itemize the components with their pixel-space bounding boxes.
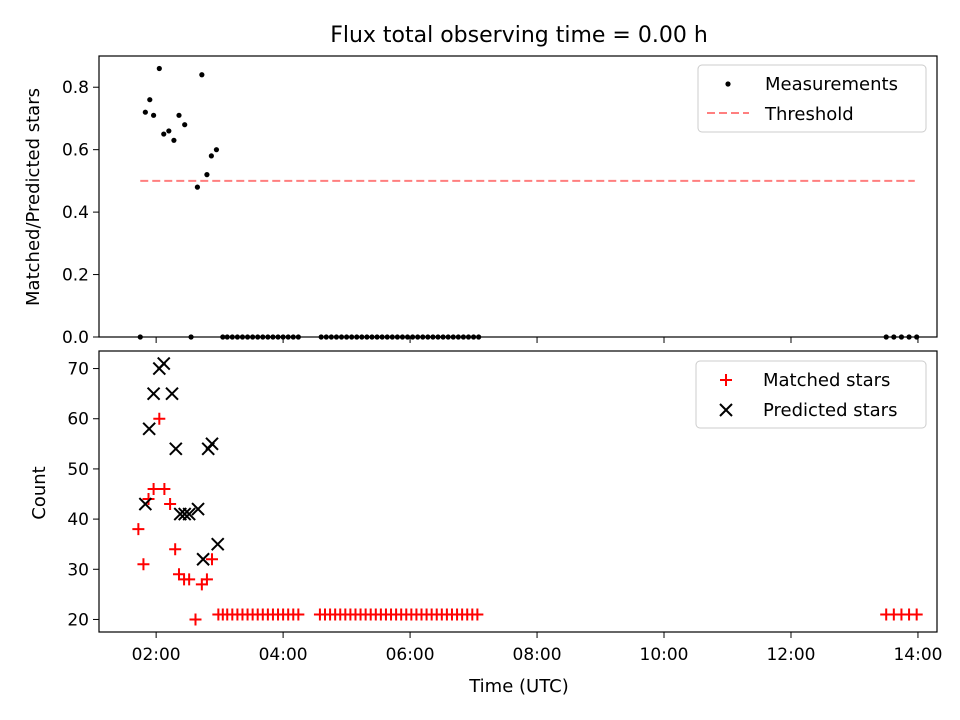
measurement-point (194, 184, 201, 190)
measurement-point (213, 147, 220, 153)
matched-star-point (292, 608, 305, 621)
predicted-star-point (157, 356, 171, 371)
predicted-star-point (191, 502, 205, 516)
matched-star-point (164, 498, 177, 511)
predicted-star-point (205, 437, 219, 451)
legend-matched-marker (720, 374, 732, 386)
matched-star-point (147, 482, 160, 495)
predicted-star-point (138, 497, 153, 511)
matched-star-point (158, 482, 171, 495)
legend-threshold-label: Threshold (764, 104, 854, 125)
matched-star-point (169, 543, 182, 556)
bottom-legend: Matched stars Predicted stars (695, 360, 927, 429)
matched-star-point (172, 568, 185, 581)
legend-predicted-label: Predicted stars (763, 400, 897, 421)
predicted-star-point (142, 422, 156, 436)
measurement-point (156, 65, 162, 72)
matched-star-point (153, 412, 166, 425)
legend-measurements-marker (725, 81, 731, 87)
bottom-legend-box (695, 360, 927, 429)
measurement-point (199, 72, 205, 78)
predicted-star-point (146, 386, 161, 401)
measurement-point (161, 131, 167, 137)
top-y-tick-label: 0.2 (62, 266, 89, 286)
top-axes-frame (98, 55, 938, 338)
matched-star-point (142, 493, 155, 506)
matched-star-point (200, 573, 213, 586)
top-y-ticks: 0.0 0.2 0.4 0.6 0.8 (62, 78, 99, 348)
bottom-y-axis-label: Count (29, 466, 50, 519)
bottom-x-ticks: 02:00 04:00 06:00 08:00 10:00 12:00 14:00 (132, 632, 942, 665)
matched-star-point (183, 573, 196, 586)
matched-star-point (189, 613, 202, 626)
bottom-y-tick-label: 50 (67, 460, 89, 480)
measurement-point (150, 112, 157, 118)
x-tick-label: 12:00 (766, 645, 815, 665)
top-x-ticks (155, 337, 919, 343)
bottom-subplot: 20 30 40 50 60 70 02:00 04:00 06:00 08:00 10:00 12… (29, 350, 942, 697)
measurement-point (204, 172, 210, 178)
x-tick-label: 10:00 (640, 645, 689, 665)
top-y-tick-label: 0.4 (62, 203, 89, 223)
matched-star-point (195, 578, 208, 591)
legend-matched-label: Matched stars (763, 370, 890, 391)
x-tick-label: 02:00 (132, 645, 181, 665)
predicted-star-point (177, 507, 192, 521)
measurement-point (176, 112, 182, 118)
x-tick-label: 08:00 (513, 645, 562, 665)
predicted-star-point (211, 537, 225, 551)
top-legend-box (697, 64, 927, 133)
measurement-point (142, 109, 148, 115)
measurement-point (166, 128, 172, 134)
top-subplot: 0.00.20.40.60.8 Matched/Predicted stars … (23, 55, 938, 348)
measurement-point (208, 153, 214, 159)
top-y-axis-label: Matched/Predicted stars (23, 88, 44, 306)
bottom-y-tick-label: 60 (67, 410, 89, 430)
top-y-tick-label: 0.0 (62, 328, 89, 348)
bottom-axes-frame (98, 350, 938, 633)
bottom-y-tick-label: 20 (67, 610, 89, 630)
measurement-point (171, 137, 177, 143)
x-axis-label: Time (UTC) (468, 676, 569, 697)
bottom-y-ticks: 20 30 40 50 60 70 (67, 360, 99, 630)
bottom-y-tick-label: 40 (67, 510, 89, 530)
matched-star-point (910, 608, 923, 621)
predicted-star-point (196, 552, 210, 566)
predicted-star-point (182, 507, 196, 521)
bottom-y-tick-label: 30 (67, 560, 89, 580)
x-tick-label: 04:00 (259, 645, 308, 665)
top-y-tick-label: 0.8 (62, 78, 89, 98)
measurement-point (182, 122, 188, 128)
matched-star-point (471, 608, 484, 621)
bottom-y-tick-label: 70 (67, 360, 89, 380)
predicted-star-point (165, 386, 179, 401)
x-tick-label: 14:00 (893, 645, 942, 665)
matched-star-point (206, 553, 219, 566)
top-legend: Measurements Threshold (697, 64, 927, 133)
predicted-star-point (169, 442, 183, 456)
top-y-tick-label: 0.6 (62, 141, 89, 161)
matched-star-point (132, 523, 145, 536)
x-tick-label: 06:00 (386, 645, 435, 665)
legend-predicted-marker (719, 403, 733, 417)
bottom-plot-data (132, 356, 923, 626)
measurement-point (147, 97, 153, 103)
chart-title: Flux total observing time = 0.00 h (330, 23, 708, 48)
matched-star-point (137, 558, 150, 571)
legend-measurements-label: Measurements (765, 74, 898, 95)
